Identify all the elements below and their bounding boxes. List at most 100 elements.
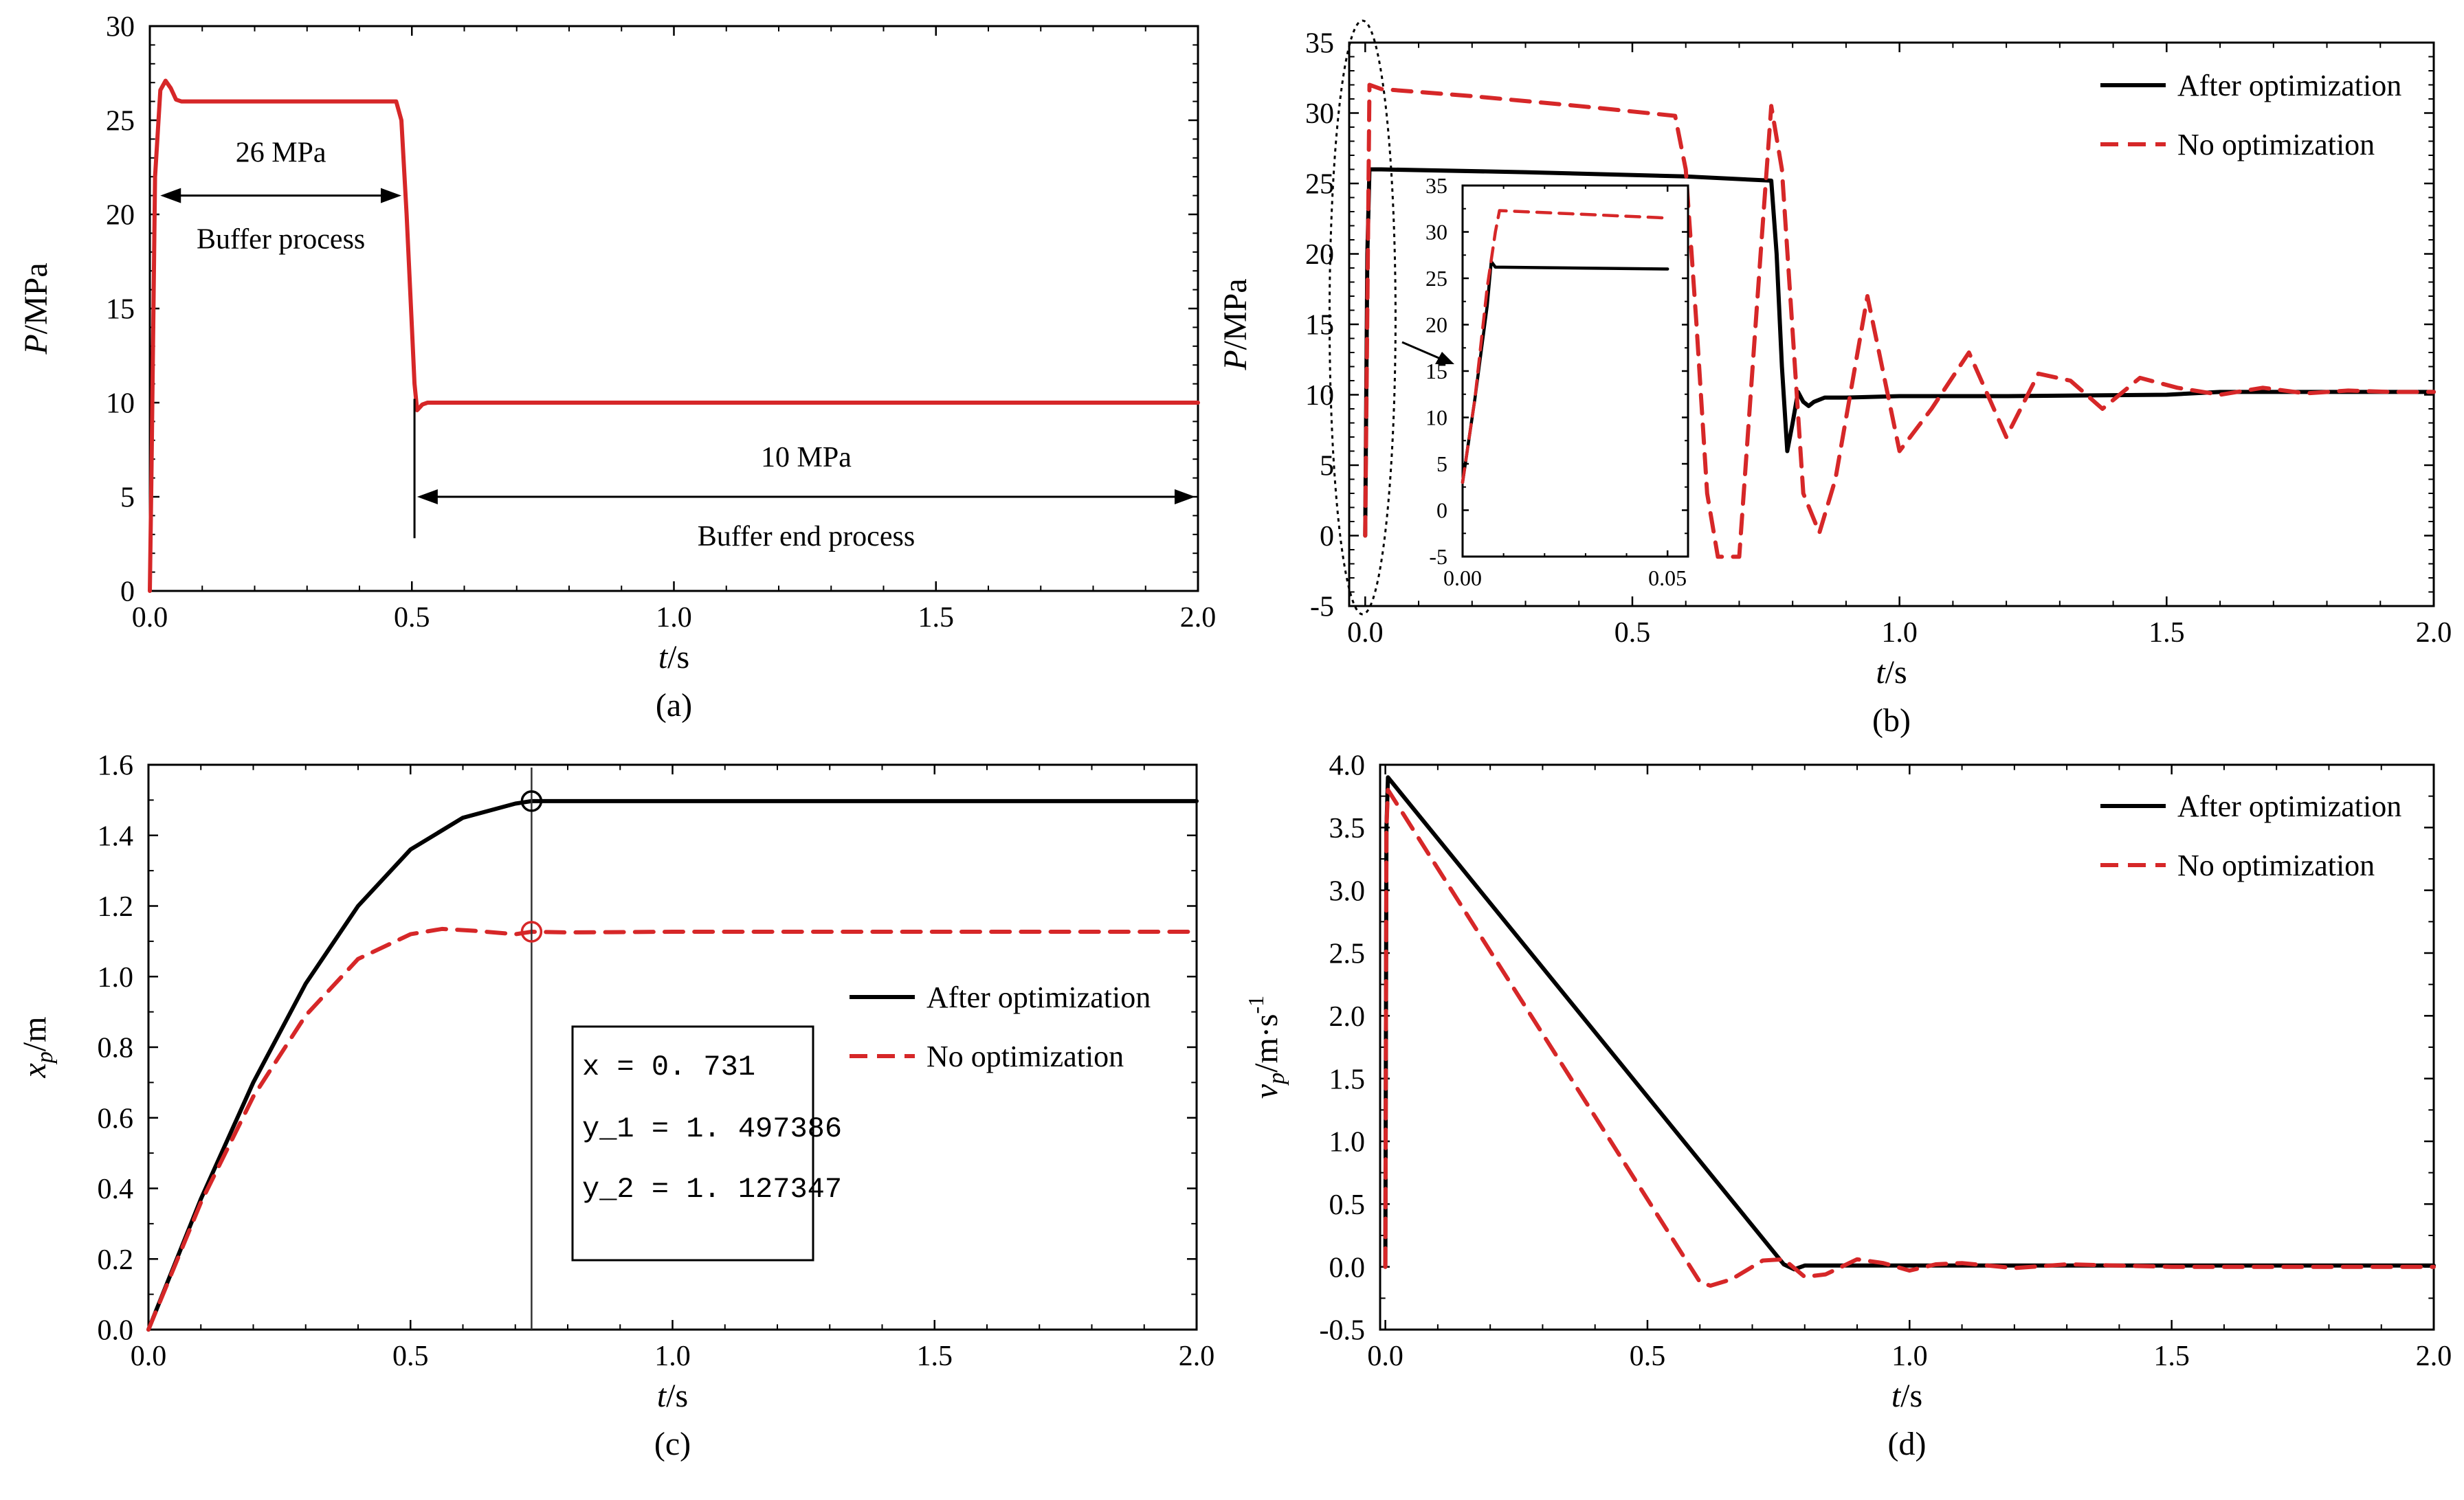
y-tick-label: 3.5 [1329,813,1366,844]
x-axis-label: t/s [658,639,689,675]
series-no-optimization [146,926,1199,1332]
y-tick-label: 15 [106,294,135,326]
y-tick-label: 30 [1425,220,1447,245]
y-axis-label: vp/m·s-1 [1243,996,1289,1099]
x-axis-label: t/s [1876,654,1907,691]
label-buffer-end: Buffer end process [698,521,915,552]
x-tick-label: 2.0 [1180,602,1217,634]
subplot-label: (d) [1888,1426,1927,1462]
y-tick-label: -5 [1429,544,1447,569]
y-tick-label: 0.8 [98,1033,134,1064]
y-tick-label: 0 [1436,498,1447,523]
y-axis-label: P/MPa [18,262,54,355]
x-tick-label: 1.0 [1881,617,1918,649]
inset-arrow-head [1435,352,1454,364]
y-tick-label: 1.4 [98,820,134,852]
y-tick-label: 10 [1425,405,1447,430]
series-no-optimization [1363,82,2436,559]
legend-label: After optimization [2177,69,2401,102]
y-tick-label: 0.0 [1329,1252,1366,1284]
y-tick-label: 20 [1305,239,1334,271]
y-tick-label: 0.2 [98,1244,134,1276]
series-no-optimization [1383,787,2436,1288]
label-26-mpa: 26 MPa [236,137,326,168]
y-tick-label: 2.0 [1329,1001,1366,1033]
x-axis-label: t/s [1891,1378,1922,1414]
highlight-ellipse [1328,19,1397,616]
x-tick-label: 0.5 [394,602,430,634]
legend-label: No optimization [2177,849,2375,882]
y-tick-label: 5 [1436,451,1447,476]
y-tick-label: 35 [1305,28,1334,60]
y-tick-label: 0 [120,577,135,608]
y-tick-label: 1.0 [1329,1127,1366,1158]
x-tick-label: 0.5 [1630,1341,1666,1372]
y-tick-label: 0.6 [98,1103,134,1134]
y-tick-label: 30 [106,12,135,43]
y-tick-label: 25 [1425,266,1447,291]
x-tick-label: 1.5 [917,1341,953,1372]
y-tick-label: 35 [1425,173,1447,198]
x-tick-label: 0.0 [131,1341,167,1372]
legend-label: No optimization [2177,128,2375,161]
x-tick-label: 0.5 [392,1341,429,1372]
readout-y1: y_1 = 1. 497386 [582,1112,842,1145]
subplot-label: (a) [656,687,692,724]
plot-frame [148,25,1199,592]
subplot-label: (b) [1872,702,1911,739]
cursor-marker [520,921,543,943]
y-tick-label: 25 [106,106,135,137]
y-tick-label: 0.4 [98,1174,134,1205]
label-10-mpa: 10 MPa [761,442,852,473]
legend-label: After optimization [2177,790,2401,823]
legend-label: No optimization [926,1040,1124,1073]
x-tick-label: 1.0 [654,1341,691,1372]
x-axis-label: t/s [657,1378,688,1414]
y-tick-label: -5 [1310,592,1334,623]
y-tick-label: 30 [1305,98,1334,130]
y-tick-label: 10 [1305,380,1334,412]
y-tick-label: 5 [1320,451,1334,482]
y-tick-label: 2.5 [1329,939,1366,970]
x-tick-label: 1.5 [2153,1341,2190,1372]
y-tick-label: 25 [1305,169,1334,201]
arrow-26-right-head [381,188,401,203]
y-axis-label: P/MPa [1217,278,1254,370]
panel-d: 0.0 0.5 1.0 1.5 2.0-0.50.00.51.01.52.02.53.0… [1243,750,2452,1462]
y-tick-label: 3.0 [1329,875,1366,907]
x-tick-label: 0.0 [1347,617,1384,649]
y-tick-label: -0.5 [1320,1315,1366,1347]
subplot-label: (c) [654,1426,691,1462]
y-tick-label: 10 [106,388,135,420]
y-tick-label: 4.0 [1329,750,1366,782]
x-tick-label: 0.00 [1443,566,1482,590]
x-tick-label: 2.0 [2416,1341,2452,1372]
y-tick-label: 1.5 [1329,1064,1366,1095]
y-tick-label: 20 [1425,313,1447,337]
arrow-26-left-head [160,188,181,203]
y-tick-label: 1.2 [98,891,134,923]
x-tick-label: 2.0 [2416,617,2452,649]
panel-a: 0.0 0.5 1.0 1.5 2.0 0 5 10 15 20 25 30 t/s (a) P/MPa 26… [18,12,1216,724]
inset-background [1463,186,1688,557]
x-tick-label: 0.5 [1614,617,1651,649]
x-tick-label: 0.05 [1648,566,1687,590]
x-tick-label: 1.5 [918,602,955,634]
x-tick-label: 1.0 [656,602,692,634]
y-tick-label: 20 [106,200,135,232]
readout-box [571,1025,814,1262]
series-after-optimization [146,798,1199,1332]
y-tick-label: 1.0 [98,962,134,994]
cursor-marker [520,790,543,812]
panel-b: 0.0 0.5 1.0 1.5 2.0-505101520253035t/s(b)P/M… [1217,19,2452,739]
series-pressure [148,78,1200,593]
label-buffer-process: Buffer process [197,223,365,255]
y-tick-label: 0.5 [1329,1189,1366,1221]
legend-label: After optimization [926,981,1151,1014]
y-tick-label: 1.6 [98,750,134,782]
y-axis-label: xp/m [16,1017,58,1079]
arrow-10-right-head [1175,489,1195,504]
y-tick-label: 0.0 [98,1315,134,1347]
x-tick-label: 0.0 [1367,1341,1403,1372]
